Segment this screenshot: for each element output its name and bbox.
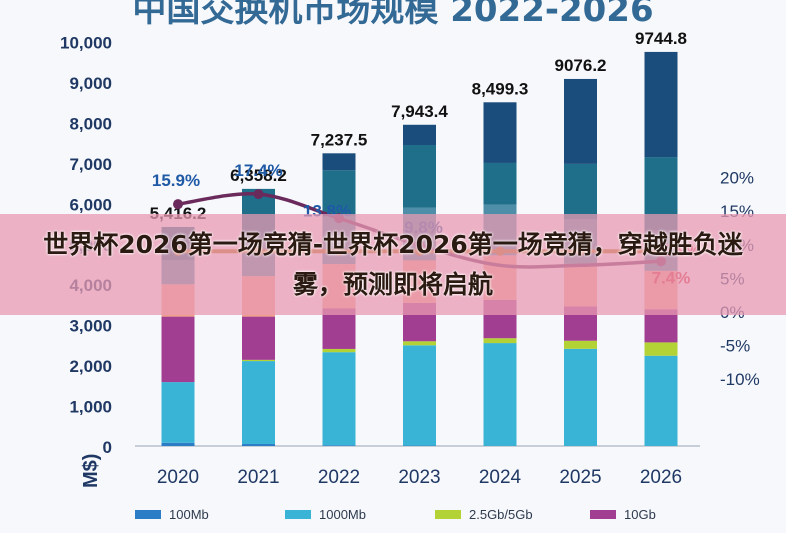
y-left-tick-label: 6,000 xyxy=(69,195,112,214)
bar-segment xyxy=(322,348,356,353)
y-left-tick-label: 3,000 xyxy=(69,317,112,336)
growth-line-point xyxy=(253,189,264,200)
bar-segment xyxy=(483,162,517,205)
chart-title-fragment: 中国交换机市场规模 2022-2026 xyxy=(132,0,654,30)
x-tick-label: 2021 xyxy=(237,467,279,488)
growth-line-label: 17.4% xyxy=(234,161,282,180)
legend-item-2-5gb: 2.5Gb/5Gb xyxy=(435,506,533,522)
bar-segment xyxy=(322,352,356,446)
legend-swatch-10gb xyxy=(590,509,616,519)
y-right-tick-label: -5% xyxy=(720,337,750,356)
bar-total-label: 7,237.5 xyxy=(311,130,368,149)
bar-segment xyxy=(403,345,436,446)
y-left-tick-label: 0 xyxy=(103,438,112,457)
bar-segment xyxy=(403,341,436,346)
growth-line-point xyxy=(173,199,183,210)
bar-segment xyxy=(242,443,275,446)
bar-segment xyxy=(483,343,517,446)
y-left-tick-label: 10,000 xyxy=(60,34,112,53)
bar-segment xyxy=(564,78,597,164)
bar-segment xyxy=(403,124,436,145)
bar-total-label: 7,943.4 xyxy=(391,102,448,121)
bar-segment xyxy=(322,153,356,171)
bar-segment xyxy=(483,102,517,163)
bar-segment xyxy=(483,338,517,344)
bar-total-label: 9744.8 xyxy=(635,29,687,48)
bar-segment xyxy=(322,445,356,446)
legend-label-10gb: 10Gb xyxy=(624,506,656,522)
bar-segment xyxy=(403,144,436,208)
bar-segment xyxy=(161,442,195,446)
bar-segment xyxy=(242,359,275,362)
bar-segment xyxy=(564,340,597,349)
overlay-banner: 世界杯2026第一场竞猜-世界杯2026第一场竞猜，穿越胜负迷雾，预测即将启航 xyxy=(0,214,786,315)
banner-text: 世界杯2026第一场竞猜-世界杯2026第一场竞猜，穿越胜负迷雾，预测即将启航 xyxy=(43,229,743,299)
y-left-tick-label: 8,000 xyxy=(69,114,112,133)
x-tick-label: 2022 xyxy=(318,467,360,488)
legend-item-10gb: 10Gb xyxy=(590,506,656,522)
bar-segment xyxy=(644,51,678,158)
y-axis-label-left: M$) xyxy=(80,453,102,488)
legend-item-1000mb: 1000Mb xyxy=(285,506,366,522)
bar-segment xyxy=(242,316,275,360)
bar-total-label: 8,499.3 xyxy=(472,79,529,98)
x-tick-label: 2026 xyxy=(640,467,682,488)
x-tick-label: 2024 xyxy=(479,467,522,488)
x-tick-label: 2020 xyxy=(157,467,199,488)
legend-item-100mb: 100Mb xyxy=(135,506,209,522)
y-left-tick-label: 9,000 xyxy=(69,74,112,93)
bar-total-label: 9076.2 xyxy=(555,56,607,75)
y-left-tick-label: 1,000 xyxy=(69,398,112,417)
legend-label-1000mb: 1000Mb xyxy=(319,506,366,522)
legend-swatch-100mb xyxy=(135,509,161,519)
legend-swatch-2-5gb xyxy=(435,509,461,519)
legend-label-2-5gb: 2.5Gb/5Gb xyxy=(469,506,533,522)
bar-segment xyxy=(161,382,195,443)
bar-segment xyxy=(564,163,597,220)
legend-swatch-1000mb xyxy=(285,509,311,519)
x-tick-label: 2025 xyxy=(559,467,601,488)
bar-segment xyxy=(644,342,678,356)
growth-line-label: 15.9% xyxy=(152,171,200,190)
chart-legend: 100Mb 1000Mb 2.5Gb/5Gb 10Gb xyxy=(135,502,755,526)
bar-segment xyxy=(161,316,195,383)
bar-segment xyxy=(322,170,356,216)
bar-total-label: 6,358.2 xyxy=(230,166,287,185)
y-left-tick-label: 2,000 xyxy=(69,357,112,376)
bar-segment xyxy=(242,361,275,444)
bar-segment xyxy=(322,308,356,349)
y-right-tick-label: 20% xyxy=(720,169,754,188)
x-tick-label: 2023 xyxy=(398,467,440,488)
bar-segment xyxy=(644,355,678,446)
legend-label-100mb: 100Mb xyxy=(169,506,209,522)
y-right-tick-label: -10% xyxy=(720,370,760,389)
y-left-tick-label: 7,000 xyxy=(69,155,112,174)
bar-segment xyxy=(564,348,597,446)
